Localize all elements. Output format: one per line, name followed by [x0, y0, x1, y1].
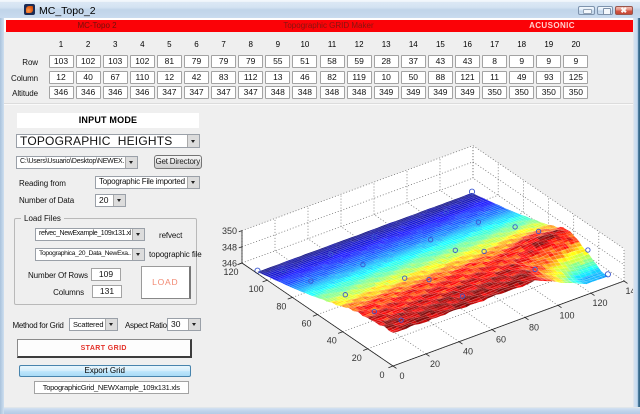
svg-text:350: 350 [222, 226, 237, 236]
svg-text:60: 60 [301, 319, 311, 329]
svg-text:20: 20 [430, 359, 440, 369]
svg-text:80: 80 [276, 301, 286, 311]
svg-text:0: 0 [379, 370, 384, 380]
svg-text:20: 20 [352, 353, 362, 363]
svg-text:346: 346 [222, 259, 237, 269]
svg-text:40: 40 [327, 336, 337, 346]
svg-text:100: 100 [249, 284, 264, 294]
svg-text:100: 100 [559, 310, 574, 320]
svg-text:60: 60 [496, 335, 506, 345]
svg-text:0: 0 [399, 371, 404, 381]
svg-text:40: 40 [463, 347, 473, 357]
svg-text:120: 120 [223, 267, 238, 277]
svg-text:120: 120 [592, 298, 607, 308]
svg-text:140: 140 [625, 286, 634, 296]
svg-text:80: 80 [529, 322, 539, 332]
svg-text:348: 348 [222, 242, 237, 252]
